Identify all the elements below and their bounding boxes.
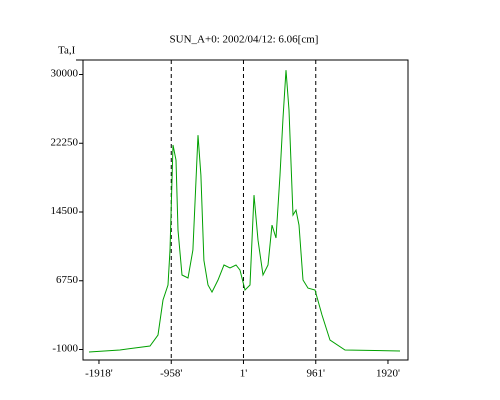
x-tick-label: -958' [160, 368, 182, 380]
x-tick-label: -1918' [85, 368, 113, 380]
y-axis-label: Ta,I [58, 45, 76, 57]
x-tick-label: 961' [307, 368, 326, 380]
y-tick-label: 14500 [51, 205, 79, 217]
y-tick-label: 30000 [51, 68, 79, 80]
x-tick-label: 1' [240, 368, 248, 380]
y-tick-label: 22250 [51, 136, 79, 148]
data-line [88, 70, 401, 353]
chart-title: SUN_A+0: 2002/04/12: 6.06[cm] [170, 34, 319, 46]
y-tick-label: -1000 [52, 343, 78, 355]
y-tick-label: 6750 [56, 274, 79, 286]
x-tick-label: 1920' [376, 368, 400, 380]
plot-frame [82, 59, 409, 361]
